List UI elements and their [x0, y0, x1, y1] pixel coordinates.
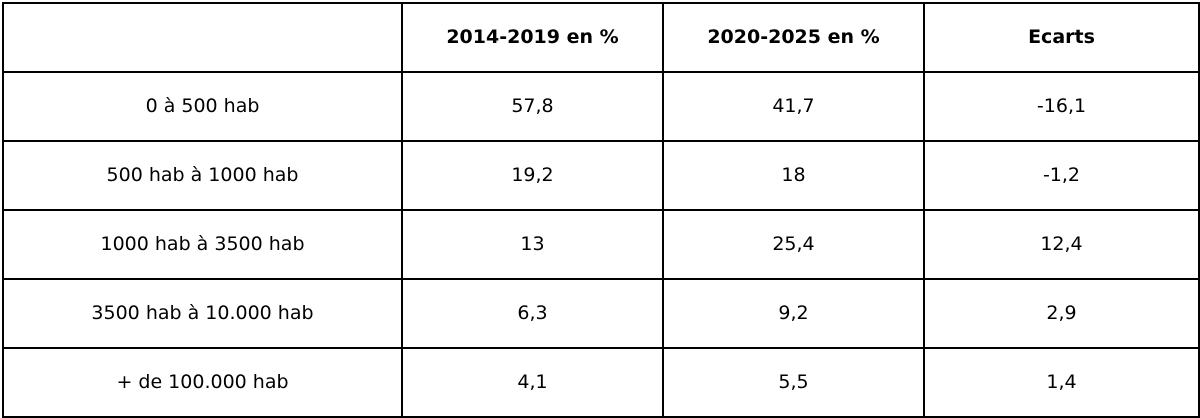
row-label-cell: 3500 hab à 10.000 hab	[2, 278, 403, 349]
value-cell-ecarts: -16,1	[923, 71, 1200, 142]
table-row: 0 à 500 hab 57,8 41,7 -16,1	[2, 71, 1200, 142]
value-cell-2020-2025: 41,7	[662, 71, 925, 142]
row-label-cell: 1000 hab à 3500 hab	[2, 209, 403, 280]
value-cell-2014-2019: 57,8	[401, 71, 664, 142]
row-label-cell: 0 à 500 hab	[2, 71, 403, 142]
value-cell-2020-2025: 9,2	[662, 278, 925, 349]
header-cell-empty	[2, 2, 403, 73]
value-cell-ecarts: 1,4	[923, 347, 1200, 418]
value-cell-2020-2025: 18	[662, 140, 925, 211]
table-header-row: 2014-2019 en % 2020-2025 en % Ecarts	[2, 2, 1200, 73]
row-label-cell: 500 hab à 1000 hab	[2, 140, 403, 211]
table-row: 500 hab à 1000 hab 19,2 18 -1,2	[2, 140, 1200, 211]
table-row: 1000 hab à 3500 hab 13 25,4 12,4	[2, 209, 1200, 280]
value-cell-ecarts: 2,9	[923, 278, 1200, 349]
value-cell-2014-2019: 13	[401, 209, 664, 280]
header-cell-2014-2019: 2014-2019 en %	[401, 2, 664, 73]
table-row: + de 100.000 hab 4,1 5,5 1,4	[2, 347, 1200, 418]
table-row: 3500 hab à 10.000 hab 6,3 9,2 2,9	[2, 278, 1200, 349]
value-cell-2020-2025: 5,5	[662, 347, 925, 418]
header-cell-ecarts: Ecarts	[923, 2, 1200, 73]
value-cell-2014-2019: 19,2	[401, 140, 664, 211]
value-cell-2014-2019: 4,1	[401, 347, 664, 418]
row-label-cell: + de 100.000 hab	[2, 347, 403, 418]
value-cell-2014-2019: 6,3	[401, 278, 664, 349]
header-cell-2020-2025: 2020-2025 en %	[662, 2, 925, 73]
value-cell-2020-2025: 25,4	[662, 209, 925, 280]
value-cell-ecarts: 12,4	[923, 209, 1200, 280]
value-cell-ecarts: -1,2	[923, 140, 1200, 211]
